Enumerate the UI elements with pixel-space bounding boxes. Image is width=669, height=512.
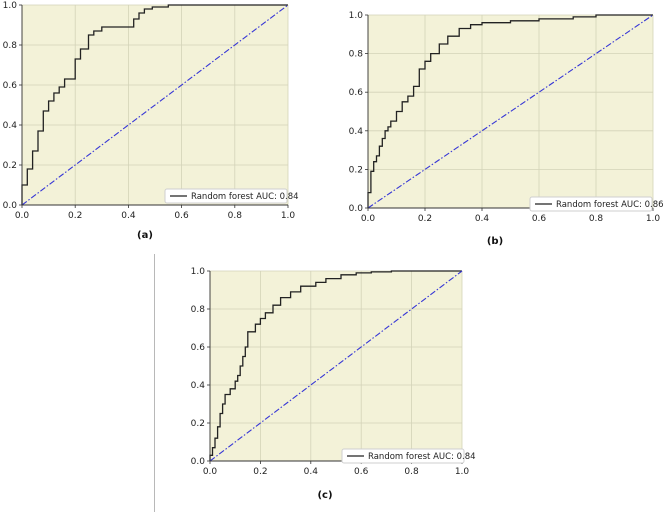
x-tick-label: 0.4 [121,211,136,221]
x-tick-label: 0.0 [203,467,218,477]
y-tick-label: 0.6 [191,343,206,353]
x-tick-label: 0.2 [68,211,82,221]
x-tick-label: 1.0 [646,214,661,224]
legend: Random forest AUC: 0.86 [529,196,664,212]
legend: Random forest AUC: 0.84 [341,448,476,464]
y-tick-label: 0.4 [349,127,364,137]
roc-curve-line [21,4,288,205]
roc-curve-line [367,14,653,208]
y-tick-label: 0.2 [3,161,17,171]
axis-layer: 0.00.0 0.2 0.2 0.4 0.4 0.6 0.6 0.8 0.8 1.0 1.0 [349,11,661,224]
y-tick-label: 0.8 [349,50,364,60]
series-layer [209,270,463,462]
y-tick-label: 1.0 [3,1,18,11]
legend-box [341,448,465,464]
y-tick-label: 1.0 [349,11,364,21]
x-tick-label: 0.6 [174,211,189,221]
y-tick-label: 0.0 [3,201,18,211]
roc-chart-b: 0.00.0 0.2 0.2 0.4 0.4 0.6 0.6 0.8 0.8 1.0 1.0 Ran… [349,11,664,247]
x-tick-label: 0.0 [15,211,30,221]
diagonal-reference-line [209,270,463,462]
y-tick-label: 0.4 [3,121,18,131]
legend-label: Random forest AUC: 0.84 [368,452,476,462]
legend-label: Random forest AUC: 0.84 [191,192,299,202]
series-layer [21,4,289,206]
y-tick-label: 0.6 [3,81,18,91]
x-tick-label: 0.0 [361,214,376,224]
legend-label: Random forest AUC: 0.86 [556,200,664,210]
axis-layer: 0.00.0 0.2 0.2 0.4 0.4 0.6 0.6 0.8 0.8 1.0 1.0 [191,267,470,477]
x-tick-label: 0.4 [475,214,490,224]
diagonal-reference-line [21,4,289,206]
axis-layer: 0.00.0 0.2 0.2 0.4 0.4 0.6 0.6 0.8 0.8 1.0 1.0 [3,1,296,221]
roc-chart-a: 0.00.0 0.2 0.2 0.4 0.4 0.6 0.6 0.8 0.8 1.0 1.0 Ran… [3,1,299,241]
x-tick-label: 0.4 [304,467,319,477]
y-tick-label: 0.2 [191,419,205,429]
x-tick-label: 0.8 [589,214,604,224]
x-tick-label: 1.0 [281,211,296,221]
x-tick-label: 0.2 [418,214,432,224]
legend-box [529,196,653,212]
x-tick-label: 1.0 [455,467,470,477]
x-tick-label: 0.2 [253,467,267,477]
legend: Random forest AUC: 0.84 [164,188,299,204]
panel-label: (a) [137,230,153,241]
panel-label: (c) [317,490,332,501]
x-tick-label: 0.8 [404,467,419,477]
legend-box [164,188,288,204]
y-tick-label: 0.4 [191,381,206,391]
plot-area [368,15,653,208]
y-tick-label: 0.8 [3,41,18,51]
roc-chart-c: 0.00.0 0.2 0.2 0.4 0.4 0.6 0.6 0.8 0.8 1.0 1.0 Ran… [191,267,476,501]
x-tick-label: 0.8 [228,211,243,221]
y-tick-label: 0.8 [191,305,206,315]
y-tick-label: 1.0 [191,267,206,277]
panel-label: (b) [487,236,503,247]
x-tick-label: 0.6 [532,214,547,224]
y-tick-label: 0.0 [191,457,206,467]
y-tick-label: 0.2 [349,165,363,175]
roc-curve-line [209,270,462,461]
y-tick-label: 0.0 [349,204,364,214]
divider-line [154,254,155,512]
y-tick-label: 0.6 [349,88,364,98]
x-tick-label: 0.6 [354,467,369,477]
series-layer [367,14,654,209]
